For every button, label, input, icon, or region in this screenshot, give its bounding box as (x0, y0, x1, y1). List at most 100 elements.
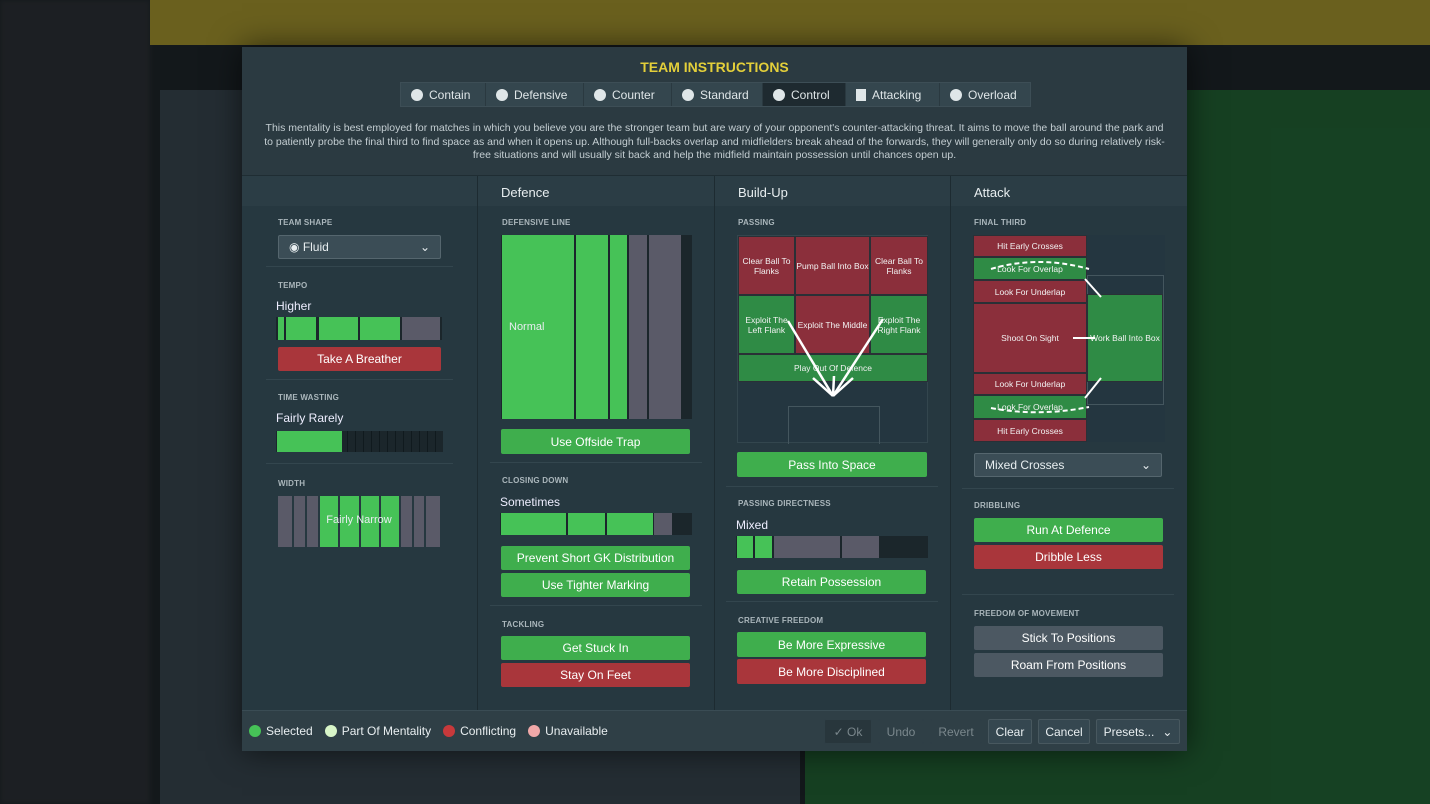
divider (490, 462, 702, 463)
be-more-disciplined-button[interactable]: Be More Disciplined (737, 659, 926, 684)
shield-icon (496, 88, 508, 101)
shield-heart-icon (411, 88, 423, 101)
undo-button[interactable]: Undo (878, 719, 924, 744)
divider (950, 176, 951, 711)
pass-into-space-button[interactable]: Pass Into Space (737, 452, 927, 477)
dialog-title: TEAM INSTRUCTIONS (640, 59, 789, 75)
passing-directness-label: PASSING DIRECTNESS (738, 499, 831, 508)
tab-control[interactable]: Control (763, 83, 846, 106)
divider (477, 176, 478, 711)
counter-icon (594, 88, 606, 101)
column-header-attack: Attack (974, 185, 1011, 200)
dialog-footer: Selected Part Of Mentality Conflicting U… (242, 710, 1187, 751)
tab-label: Attacking (872, 87, 922, 102)
tile-pump-ball-into-box[interactable]: Pump Ball Into Box (795, 236, 870, 295)
freedom-of-movement-label: FREEDOM OF MOVEMENT (974, 609, 1080, 618)
fluid-icon: ◉ (289, 240, 303, 254)
creative-freedom-label: CREATIVE FREEDOM (738, 616, 824, 625)
tile-work-ball-into-box[interactable]: Work Ball Into Box (1087, 294, 1163, 382)
chevron-down-icon: ⌄ (1140, 458, 1151, 472)
dribbling-label: DRIBBLING (974, 501, 1021, 510)
use-offside-trap-button[interactable]: Use Offside Trap (501, 429, 690, 454)
divider (266, 266, 453, 267)
tab-defensive[interactable]: Defensive (486, 83, 584, 106)
mentality-tabs: Contain Defensive Counter Standard Contr… (400, 82, 1031, 107)
tab-overload[interactable]: Overload (940, 83, 1030, 106)
tempo-value: Higher (276, 299, 312, 313)
ok-button[interactable]: ✓ Ok (824, 719, 872, 744)
legend-selected: Selected (249, 724, 313, 738)
time-wasting-slider[interactable] (276, 431, 443, 452)
run-at-defence-button[interactable]: Run At Defence (974, 518, 1163, 542)
tile-hit-early-crosses[interactable]: Hit Early Crosses (973, 235, 1087, 257)
footer-buttons: ✓ Ok Undo Revert Clear Cancel Presets...… (824, 719, 1180, 744)
cancel-button[interactable]: Cancel (1038, 719, 1090, 744)
tile-exploit-middle[interactable]: Exploit The Middle (795, 295, 870, 354)
divider (266, 463, 453, 464)
closing-down-slider[interactable] (500, 513, 692, 535)
defensive-line-value: Normal (509, 321, 545, 333)
crossing-dropdown[interactable]: Mixed Crosses ⌄ (974, 453, 1162, 477)
legend-unavailable: Unavailable (528, 724, 608, 738)
be-more-expressive-button[interactable]: Be More Expressive (737, 632, 926, 657)
retain-possession-button[interactable]: Retain Possession (737, 570, 926, 594)
team-shape-dropdown[interactable]: ◉ Fluid ⌄ (278, 235, 441, 259)
tile-hit-early-crosses[interactable]: Hit Early Crosses (973, 419, 1087, 442)
final-third-arrows (990, 261, 1102, 414)
closing-down-label: CLOSING DOWN (502, 476, 569, 485)
passing-directness-slider[interactable] (736, 536, 928, 558)
divider (266, 379, 453, 380)
tab-counter[interactable]: Counter (584, 83, 672, 106)
prevent-short-gk-distribution-button[interactable]: Prevent Short GK Distribution (501, 546, 690, 570)
passing-directness-value: Mixed (736, 518, 769, 532)
defensive-line-slider[interactable]: Normal (501, 235, 692, 419)
passing-label: PASSING (738, 218, 775, 227)
stay-on-feet-button[interactable]: Stay On Feet (501, 663, 690, 687)
divider (726, 486, 938, 487)
tab-label: Defensive (514, 87, 568, 102)
team-shape-value: Fluid (302, 240, 329, 254)
tab-contain[interactable]: Contain (401, 83, 486, 106)
roam-from-positions-button[interactable]: Roam From Positions (974, 653, 1163, 677)
tab-attacking[interactable]: Attacking (846, 83, 940, 106)
dribble-less-button[interactable]: Dribble Less (974, 545, 1163, 569)
dot-icon (443, 725, 456, 737)
legend: Selected Part Of Mentality Conflicting U… (249, 724, 608, 738)
legend-label: Selected (266, 724, 313, 738)
column-header-buildup: Build-Up (738, 185, 788, 200)
background-header (150, 0, 1430, 45)
clear-button[interactable]: Clear (988, 719, 1032, 744)
tempo-label: TEMPO (278, 281, 308, 290)
width-slider[interactable]: Fairly Narrow (278, 496, 440, 547)
tile-clear-ball-to-flanks[interactable]: Clear Ball To Flanks (870, 236, 928, 295)
width-label: WIDTH (278, 479, 306, 488)
divider (490, 605, 702, 606)
final-third-label: FINAL THIRD (974, 218, 1027, 227)
get-stuck-in-button[interactable]: Get Stuck In (501, 636, 690, 660)
tackling-label: TACKLING (502, 620, 545, 629)
tile-shoot-on-sight[interactable]: Shoot On Sight (973, 303, 1087, 373)
legend-label: Conflicting (460, 724, 517, 738)
presets-button[interactable]: Presets... ⌄ (1096, 719, 1180, 744)
stick-to-positions-button[interactable]: Stick To Positions (974, 626, 1163, 650)
tile-clear-ball-to-flanks[interactable]: Clear Ball To Flanks (738, 236, 795, 295)
tab-label: Overload (968, 87, 1017, 102)
passing-pitch: Clear Ball To Flanks Pump Ball Into Box … (737, 235, 928, 444)
dot-icon (528, 725, 541, 737)
divider (726, 601, 938, 602)
passing-arrows (786, 318, 885, 397)
divider (962, 594, 1174, 595)
tab-standard[interactable]: Standard (672, 83, 763, 106)
tile-exploit-left-flank[interactable]: Exploit The Left Flank (738, 295, 795, 354)
tile-look-for-underlap[interactable]: Look For Underlap (973, 373, 1087, 395)
time-wasting-value: Fairly Rarely (276, 411, 344, 425)
tile-look-for-overlap[interactable]: Look For Overlap (973, 395, 1087, 419)
team-instructions-dialog: TEAM INSTRUCTIONS Contain Defensive Coun… (242, 47, 1187, 751)
tempo-slider[interactable] (276, 317, 442, 340)
revert-button[interactable]: Revert (930, 719, 982, 744)
control-icon (773, 88, 785, 101)
take-a-breather-button[interactable]: Take A Breather (278, 347, 441, 371)
divider (714, 176, 715, 711)
tile-look-for-underlap[interactable]: Look For Underlap (973, 280, 1087, 303)
use-tighter-marking-button[interactable]: Use Tighter Marking (501, 573, 690, 597)
